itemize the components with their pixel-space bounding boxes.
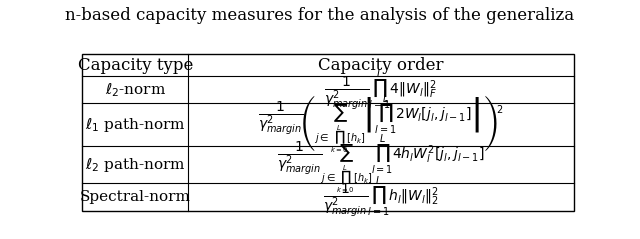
Text: Spectral-norm: Spectral-norm: [80, 190, 191, 204]
Text: $\ell_2$-norm: $\ell_2$-norm: [105, 81, 166, 99]
Text: $\dfrac{1}{\gamma^2_{margin}} \prod_{l=1}^{L} 4\|W_l\|^2_F$: $\dfrac{1}{\gamma^2_{margin}} \prod_{l=1…: [324, 67, 437, 113]
Text: $\dfrac{1}{\gamma^2_{margin}} \sum_{j \in \prod_{k=0}^{L}[h_k]} \prod_{l=1}^{L} : $\dfrac{1}{\gamma^2_{margin}} \sum_{j \i…: [277, 133, 484, 196]
Bar: [83, 54, 573, 211]
Text: $\ell_1$ path-norm: $\ell_1$ path-norm: [85, 116, 186, 134]
Text: Capacity type: Capacity type: [77, 57, 193, 74]
Text: $\ell_2$ path-norm: $\ell_2$ path-norm: [85, 156, 186, 174]
Text: Capacity order: Capacity order: [318, 57, 444, 74]
Text: $\dfrac{1}{\gamma^2_{margin}} \!\left( \sum_{j \in \prod_{k=0}^{L}[h_k]} \!\left: $\dfrac{1}{\gamma^2_{margin}} \!\left( \…: [258, 93, 504, 157]
Text: $\dfrac{1}{\gamma^2_{margin}} \prod_{l=1}^{L} h_l \|W_l\|^2_2$: $\dfrac{1}{\gamma^2_{margin}} \prod_{l=1…: [323, 174, 438, 220]
Text: n-based capacity measures for the analysis of the generaliza: n-based capacity measures for the analys…: [65, 7, 575, 24]
